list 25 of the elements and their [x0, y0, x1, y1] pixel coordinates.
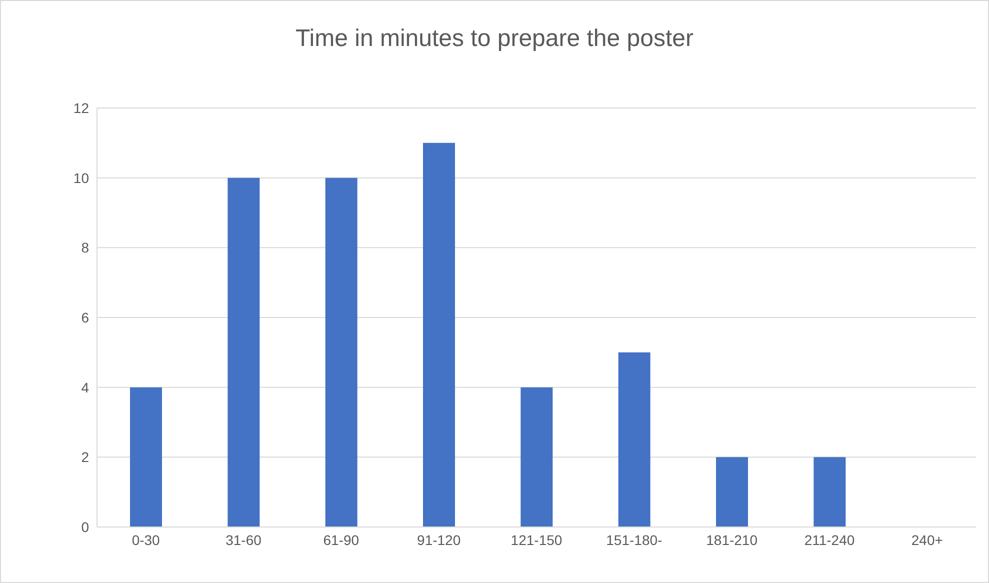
y-tick-label: 2 [81, 449, 90, 466]
bar [716, 457, 748, 527]
y-tick-label: 12 [73, 100, 90, 116]
x-tick-label: 0-30 [132, 532, 160, 548]
bar [130, 387, 162, 527]
x-tick-label: 211-240 [804, 532, 855, 548]
x-tick-label: 121-150 [510, 532, 562, 548]
bar [228, 178, 260, 527]
x-tick-label: 91-120 [417, 532, 461, 548]
x-tick-label: 31-60 [226, 532, 262, 548]
bar [814, 457, 846, 527]
bar [325, 178, 358, 527]
x-tick-label: 61-90 [323, 532, 360, 548]
x-tick-label: 240+ [911, 532, 943, 548]
bar [520, 387, 553, 527]
x-tick-label: 181-210 [706, 532, 758, 548]
y-tick-label: 4 [81, 379, 90, 396]
bar [423, 142, 455, 527]
bar [618, 352, 650, 527]
y-tick-label: 0 [81, 518, 90, 535]
y-tick-label: 8 [81, 240, 90, 256]
x-tick-label: 151-180- [606, 532, 663, 548]
y-tick-label: 10 [73, 170, 90, 186]
chart-title: Time in minutes to prepare the poster [294, 25, 694, 53]
y-tick-label: 6 [81, 309, 90, 326]
